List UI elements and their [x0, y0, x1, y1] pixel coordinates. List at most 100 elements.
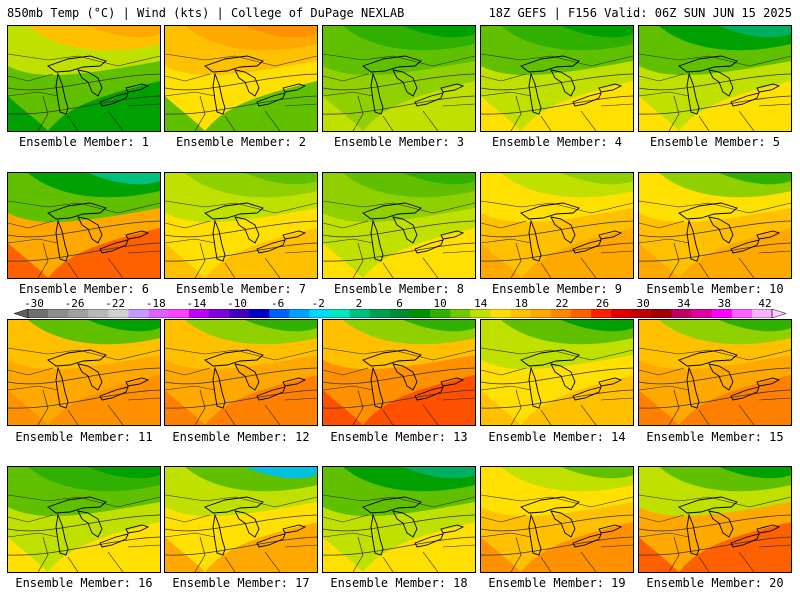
colorbar-min-arrow [14, 309, 29, 318]
ensemble-member-label: Ensemble Member: 7 [175, 282, 307, 296]
colorbar-swatch [711, 309, 733, 318]
colorbar-tick-label: -14 [186, 297, 207, 310]
ensemble-member-label: Ensemble Member: 1 [18, 135, 150, 149]
ensemble-member-label: Ensemble Member: 13 [330, 430, 468, 444]
temperature-map [481, 320, 633, 425]
ensemble-panel-4 [480, 25, 634, 132]
temperature-map [8, 173, 160, 278]
ensemble-panel-7 [164, 172, 318, 279]
ensemble-member-label: Ensemble Member: 8 [333, 282, 465, 296]
colorbar-tick-label: -10 [227, 297, 247, 310]
colorbar-swatch [48, 309, 69, 318]
colorbar-swatch [611, 309, 632, 318]
colorbar-swatch [28, 309, 49, 318]
ensemble-member-label: Ensemble Member: 17 [172, 576, 310, 590]
colorbar-swatch [229, 309, 250, 318]
temperature-map [481, 467, 633, 572]
colorbar-swatch [631, 309, 652, 318]
colorbar-swatch [389, 309, 411, 318]
colorbar-swatch [329, 309, 351, 318]
colorbar-swatch [68, 309, 89, 318]
ensemble-panel-20 [638, 466, 792, 573]
colorbar-swatch [570, 309, 592, 318]
ensemble-panel-12 [164, 319, 318, 426]
ensemble-panel-18 [322, 466, 476, 573]
ensemble-member-label: Ensemble Member: 11 [15, 430, 153, 444]
colorbar-tick-label: 2 [355, 297, 363, 310]
ensemble-member-label: Ensemble Member: 9 [491, 282, 623, 296]
temperature-map [8, 467, 160, 572]
ensemble-member-label: Ensemble Member: 2 [175, 135, 307, 149]
ensemble-panel-16 [7, 466, 161, 573]
colorbar-swatch [148, 309, 170, 318]
ensemble-panel-1 [7, 25, 161, 132]
colorbar-swatch [188, 309, 210, 318]
colorbar-tick-label: -6 [271, 297, 285, 310]
colorbar-swatch [108, 309, 129, 318]
colorbar-tick-label: 30 [636, 297, 650, 310]
ensemble-panel-10 [638, 172, 792, 279]
colorbar-swatch [430, 309, 451, 318]
temperature-map [165, 26, 317, 131]
ensemble-panel-6 [7, 172, 161, 279]
colorbar-swatch [208, 309, 230, 318]
ensemble-panel-8 [322, 172, 476, 279]
ensemble-member-label: Ensemble Member: 12 [172, 430, 310, 444]
colorbar-swatch [309, 309, 330, 318]
colorbar-tick-label: -18 [145, 297, 166, 310]
temperature-map [481, 26, 633, 131]
colorbar-tick-label: 38 [717, 297, 731, 310]
ensemble-member-label: Ensemble Member: 19 [488, 576, 626, 590]
temperature-map [8, 26, 160, 131]
colorbar-tick-label: 14 [474, 297, 488, 310]
ensemble-panel-2 [164, 25, 318, 132]
header-title-left: 850mb Temp (°C) | Wind (kts) | College o… [7, 6, 405, 20]
ensemble-panel-3 [322, 25, 476, 132]
colorbar-swatch [671, 309, 692, 318]
colorbar-max-arrow [771, 309, 786, 318]
ensemble-member-label: Ensemble Member: 6 [18, 282, 150, 296]
colorbar-tick-label: 6 [396, 297, 403, 310]
ensemble-panel-13 [322, 319, 476, 426]
temperature-map [323, 467, 475, 572]
ensemble-member-label: Ensemble Member: 16 [15, 576, 153, 590]
colorbar-tick-label: 42 [758, 297, 772, 310]
colorbar-swatch [731, 309, 753, 318]
temperature-map [639, 467, 791, 572]
ensemble-panel-5 [638, 25, 792, 132]
temperature-map [165, 320, 317, 425]
colorbar-swatch [349, 309, 371, 318]
colorbar-swatch [249, 309, 270, 318]
ensemble-member-label: Ensemble Member: 15 [646, 430, 784, 444]
colorbar-swatch [550, 309, 572, 318]
colorbar-swatch [450, 309, 471, 318]
temperature-map [165, 173, 317, 278]
colorbar-tick-label: -2 [311, 297, 325, 310]
temperature-map [323, 320, 475, 425]
colorbar-swatch [88, 309, 109, 318]
temperature-map [323, 173, 475, 278]
ensemble-panel-17 [164, 466, 318, 573]
colorbar-swatch [289, 309, 310, 318]
colorbar-swatch [651, 309, 672, 318]
ensemble-member-label: Ensemble Member: 4 [491, 135, 623, 149]
ensemble-member-label: Ensemble Member: 20 [646, 576, 784, 590]
colorbar-swatch [510, 309, 532, 318]
ensemble-member-label: Ensemble Member: 3 [333, 135, 465, 149]
colorbar-tick-label: 18 [514, 297, 528, 310]
temperature-map [639, 173, 791, 278]
colorbar-swatch [691, 309, 712, 318]
colorbar-swatch [751, 309, 773, 318]
colorbar-tick-label: -26 [64, 297, 85, 310]
colorbar-tick-label: 34 [677, 297, 691, 310]
colorbar-tick-label: 26 [595, 297, 610, 310]
temperature-colorbar [14, 309, 786, 318]
ensemble-member-label: Ensemble Member: 14 [488, 430, 626, 444]
temperature-map [481, 173, 633, 278]
colorbar-swatch [530, 309, 552, 318]
ensemble-panel-15 [638, 319, 792, 426]
colorbar-swatch [168, 309, 190, 318]
ensemble-panel-19 [480, 466, 634, 573]
ensemble-panel-9 [480, 172, 634, 279]
temperature-map [639, 320, 791, 425]
